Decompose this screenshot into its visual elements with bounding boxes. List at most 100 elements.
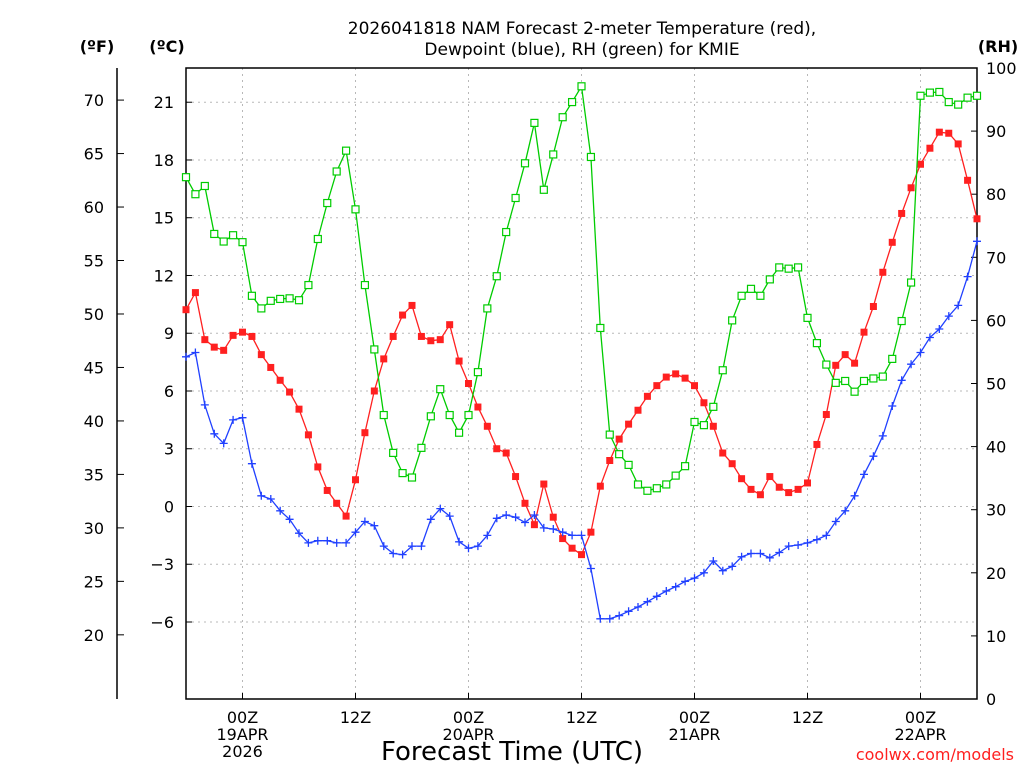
rh-point	[850, 387, 859, 396]
2-meter-temperature-point	[709, 422, 717, 430]
2-meter-temperature-point	[775, 483, 783, 491]
celsius-axis-label: (ºC)	[149, 37, 184, 56]
2-meter-temperature-point	[370, 387, 378, 395]
rh-point	[323, 198, 332, 208]
dewpoint-point	[709, 557, 718, 565]
rh-point	[897, 316, 906, 326]
dewpoint-point	[304, 538, 313, 547]
2-meter-temperature-point	[493, 445, 501, 453]
2-meter-temperature-point	[465, 380, 472, 387]
dewpoint-point	[841, 506, 850, 515]
2-meter-temperature-point	[323, 486, 331, 494]
dewpoint-point	[182, 352, 190, 361]
dewpoint-point	[370, 521, 379, 530]
rh-point	[718, 366, 727, 375]
f-tick-label: 20	[84, 626, 104, 645]
rh-point	[859, 376, 869, 386]
x-tick-label: 00Z	[905, 708, 936, 727]
rh-point	[925, 88, 935, 97]
rh-point	[191, 190, 200, 199]
dewpoint-point	[586, 564, 595, 573]
2-meter-temperature-point	[869, 302, 877, 310]
dewpoint-point	[417, 542, 426, 551]
rh-point	[436, 385, 445, 394]
dewpoint-point	[473, 542, 482, 551]
dewpoint-point	[219, 439, 228, 448]
c-tick-label: 15	[154, 209, 174, 228]
2-meter-temperature-point	[945, 129, 953, 137]
2-meter-temperature-point	[578, 551, 585, 559]
2-meter-temperature-point	[446, 321, 454, 329]
f-tick-label: 60	[84, 198, 104, 217]
2-meter-temperature-point	[352, 476, 359, 484]
2-meter-temperature-point	[314, 463, 322, 471]
dewpoint-point	[577, 531, 586, 540]
dewpoint-point	[690, 574, 699, 583]
2-meter-temperature-point	[295, 405, 303, 413]
x-tick-label: 00Z	[453, 708, 484, 727]
rh-point	[483, 304, 492, 313]
rh-point	[530, 118, 539, 127]
rh-tick-label: 30	[986, 501, 1006, 520]
rh-point	[238, 238, 247, 247]
2-meter-temperature-point	[182, 306, 190, 314]
rh-point	[690, 417, 699, 427]
c-tick-label: 21	[154, 93, 174, 112]
2-meter-temperature-point	[672, 370, 680, 378]
dewpoint-point	[323, 536, 332, 545]
rh-point	[709, 402, 718, 411]
2-meter-temperature-point	[549, 513, 557, 521]
rh-point	[746, 284, 756, 293]
grid	[186, 68, 977, 699]
rh-point	[596, 323, 605, 333]
dewpoint-point	[935, 325, 944, 333]
dewpoint-point	[332, 538, 341, 547]
rh-point	[878, 372, 887, 381]
rh-point	[294, 296, 304, 305]
dewpoint-point	[247, 459, 256, 468]
rh-point	[756, 291, 765, 300]
x-axis-label: Forecast Time (UTC)	[381, 737, 643, 767]
rh-point	[247, 291, 257, 300]
dewpoint-point	[944, 312, 953, 321]
2-meter-temperature-point	[389, 332, 397, 340]
2-meter-temperature-point	[596, 482, 604, 490]
2-meter-temperature-point	[210, 343, 218, 351]
rh-point	[643, 486, 652, 495]
2-meter-temperature-point	[286, 388, 294, 396]
rh-tick-label: 60	[986, 311, 1006, 330]
2-meter-temperature-point	[700, 399, 708, 407]
2-meter-temperature-point	[483, 422, 491, 430]
dewpoint-point	[652, 592, 661, 601]
rh-tick-label: 70	[986, 248, 1006, 267]
rh-point	[615, 450, 624, 459]
celsius-ticks: −6 −3 0 3 6 9 12 15 18 21	[150, 93, 192, 632]
c-tick-label: 12	[154, 266, 174, 285]
2-meter-temperature-point	[474, 403, 482, 411]
dewpoint-point	[869, 452, 878, 461]
x-tick-label: 12Z	[566, 708, 597, 727]
f-tick-label: 70	[84, 91, 104, 110]
c-tick-label: 18	[154, 151, 174, 170]
c-tick-label: 0	[164, 497, 174, 516]
2-meter-temperature-point	[427, 337, 435, 345]
rh-point	[407, 473, 417, 482]
2-meter-temperature-point	[380, 355, 388, 363]
dewpoint-point	[408, 542, 416, 551]
rh-point	[520, 159, 530, 168]
2-meter-temperature-point	[766, 473, 774, 481]
rh-point	[662, 480, 671, 489]
dewpoint-point	[605, 614, 614, 623]
2-meter-temperature-point	[455, 357, 463, 365]
2-meter-temperature-point	[276, 376, 284, 384]
x-tick-label: 00Z	[679, 708, 710, 727]
rh-point	[332, 167, 341, 176]
dewpoint-point	[445, 512, 454, 521]
rh-point	[379, 410, 388, 420]
dewpoint-point	[596, 614, 605, 623]
dewpoint-point	[718, 566, 727, 575]
dewpoint-point	[737, 552, 746, 561]
dewpoint-point	[925, 333, 934, 342]
dewpoint-point	[699, 568, 708, 577]
